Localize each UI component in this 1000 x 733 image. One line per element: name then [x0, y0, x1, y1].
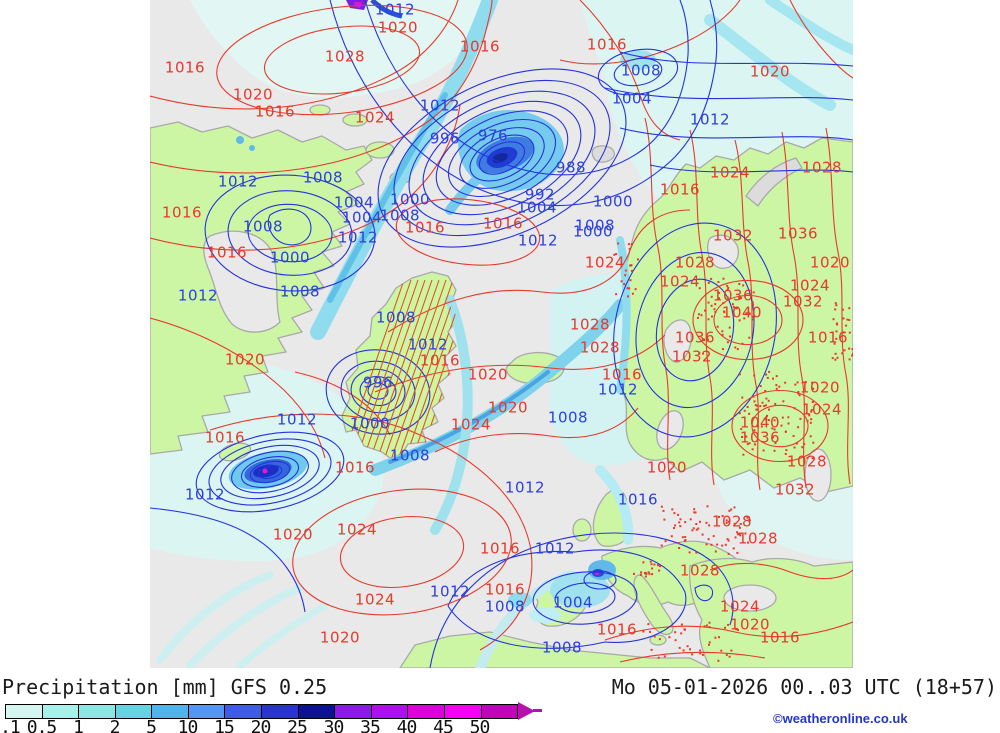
- legend-tick-label: 30: [323, 717, 345, 733]
- land-balkans-turkey: [688, 557, 854, 669]
- legend-color-cell: [262, 705, 299, 718]
- legend-tick-label: 1: [73, 717, 84, 733]
- legend-color-cell: [408, 705, 445, 718]
- legend-color-cell: [298, 705, 336, 718]
- gulf-of-bothnia: [663, 319, 692, 363]
- landmasses: [149, 104, 854, 669]
- isobars-blue: [149, 0, 854, 669]
- legend-tick-label: 2: [109, 717, 121, 733]
- precip-scale: [5, 704, 518, 719]
- legend-tick-label: 20: [250, 717, 272, 733]
- legend-color-cell: [444, 705, 482, 718]
- legend-color-cell: [371, 705, 409, 718]
- legend-tick-label: 10: [177, 717, 199, 733]
- white-sea: [706, 234, 739, 269]
- valid-time: Mo 05-01-2026 00..03 UTC (18+57): [611, 675, 997, 699]
- legend-color-cell: [335, 705, 372, 718]
- terrain-speckles: [613, 242, 856, 662]
- legend-tick-label: 0.1: [0, 717, 21, 733]
- black-sea: [723, 584, 777, 612]
- legend-tick-label: 40: [396, 717, 418, 733]
- legend-color-cell: [79, 705, 116, 718]
- land-italy: [633, 574, 674, 636]
- weather-map: [149, 0, 858, 673]
- legend-color-cell: [188, 705, 226, 718]
- baltic-sea: [656, 410, 684, 450]
- legend-color-cell: [115, 705, 153, 718]
- hudson-bay: [203, 230, 281, 333]
- isobars-red: [149, 0, 854, 663]
- legend-tick-label: 0.5: [26, 717, 57, 733]
- legend-tick-label: 25: [287, 717, 308, 733]
- legend-tick-label: 35: [360, 717, 381, 733]
- product-title: Precipitation [mm] GFS 0.25: [2, 675, 328, 699]
- legend-color-cell: [152, 705, 189, 718]
- legend-tick-label: 5: [146, 717, 157, 733]
- caspian-sea: [804, 448, 832, 502]
- land-novaya-zemlya: [745, 157, 803, 207]
- legend-color-cell: [42, 705, 80, 718]
- legend-color-cell: [481, 705, 518, 718]
- scale-arrow-icon: [518, 702, 535, 720]
- map-canvas: [149, 0, 858, 673]
- legend-color-cell: [225, 705, 263, 718]
- legend-color-cell: [6, 705, 43, 718]
- land-ireland: [572, 518, 592, 542]
- copyright: ©weatheronline.co.uk: [773, 711, 908, 726]
- cyclone-rings: [195, 4, 829, 625]
- legend-tick-label: 50: [469, 717, 491, 733]
- scale-arrow-tail: [533, 709, 542, 712]
- legend-tick-label: 45: [433, 717, 454, 733]
- legend-tick-label: 15: [214, 717, 235, 733]
